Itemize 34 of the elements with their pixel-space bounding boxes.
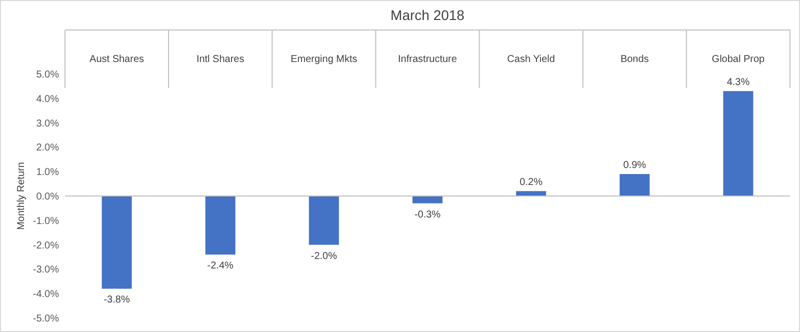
data-label: 4.3% (726, 77, 750, 88)
bar (102, 196, 132, 289)
y-tick-label: 1.0% (36, 167, 60, 178)
y-tick-label: 3.0% (36, 118, 60, 130)
x-tick-label: Intl Shares (196, 54, 244, 65)
y-tick-label: -3.0% (32, 264, 60, 276)
y-tick-label: 2.0% (36, 142, 60, 154)
bar (205, 196, 236, 255)
x-tick-label: Aust Shares (90, 54, 144, 65)
data-label: -0.3% (414, 209, 441, 220)
data-label: 0.9% (623, 160, 646, 172)
x-tick-label: Global Prop (712, 54, 766, 65)
x-tick-label: Bonds (620, 54, 649, 65)
y-tick-label: -2.0% (32, 240, 60, 252)
bar (620, 174, 650, 196)
x-tick-label: Cash Yield (507, 54, 555, 65)
y-tick-label: -5.0% (32, 314, 60, 324)
bar (412, 196, 442, 204)
y-axis-title: Monthly Return (16, 162, 27, 230)
data-label: -3.8% (104, 294, 130, 306)
bar (723, 91, 754, 196)
data-label: 0.2% (520, 177, 543, 188)
data-label: -2.4% (207, 260, 234, 272)
y-tick-label: -4.0% (32, 289, 60, 300)
y-tick-label: 5.0% (36, 70, 60, 80)
x-tick-label: Emerging Mkts (290, 54, 358, 65)
chart-title: March 2018 (390, 7, 465, 23)
x-tick-label: Infrastructure (398, 54, 458, 65)
bar (516, 191, 546, 196)
y-tick-label: 0.0% (36, 192, 60, 202)
y-tick-label: 4.0% (36, 94, 60, 105)
y-tick-label: -1.0% (32, 216, 60, 227)
data-label: -2.0% (310, 250, 338, 262)
bar (308, 196, 339, 245)
